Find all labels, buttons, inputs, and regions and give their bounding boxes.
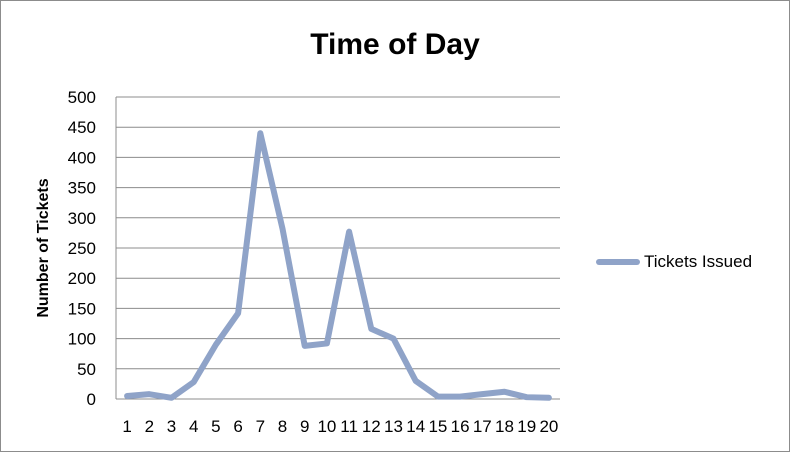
x-tick-label: 16: [451, 417, 470, 436]
y-tick-label: 200: [68, 269, 96, 288]
data-point: [437, 396, 439, 398]
x-tick-label: 2: [145, 417, 154, 436]
data-point: [193, 381, 195, 383]
data-point: [304, 345, 306, 347]
y-tick-label: 150: [68, 299, 96, 318]
data-point: [504, 391, 505, 393]
x-tick-label: 11: [340, 417, 358, 436]
data-point: [370, 328, 372, 330]
y-tick-label: 50: [77, 360, 96, 379]
x-tick-label: 5: [211, 417, 220, 436]
x-tick-label: 18: [495, 417, 514, 436]
legend: Tickets Issued: [596, 252, 752, 272]
data-point: [481, 393, 483, 395]
x-tick-label: 9: [300, 417, 309, 436]
y-tick-label: 0: [87, 390, 96, 409]
x-tick-label: 1: [122, 417, 131, 436]
y-tick-label: 350: [68, 179, 96, 198]
data-point: [348, 231, 350, 233]
chart-title: Time of Day: [310, 28, 480, 61]
data-point: [215, 344, 217, 346]
x-tick-label: 10: [317, 417, 336, 436]
data-point: [393, 338, 394, 340]
x-tick-label: 20: [539, 417, 558, 436]
y-tick-label: 100: [68, 330, 96, 349]
x-tick-label: 3: [167, 417, 176, 436]
data-point: [459, 396, 461, 398]
y-tick-label: 300: [68, 209, 96, 228]
data-point: [237, 312, 239, 314]
x-tick-label: 13: [384, 417, 403, 436]
x-tick-label: 15: [428, 417, 447, 436]
legend-label: Tickets Issued: [644, 252, 753, 271]
data-point: [548, 397, 550, 399]
series-line-tickets-issued: [124, 130, 552, 401]
x-tick-label: 8: [278, 417, 287, 436]
y-tick-label: 450: [68, 118, 96, 137]
x-tick-label: 14: [406, 417, 425, 436]
x-tick-label: 4: [189, 417, 198, 436]
x-tick-label: 6: [233, 417, 242, 436]
y-tick-label: 250: [68, 239, 96, 258]
data-point: [326, 342, 328, 344]
x-tick-label: 7: [256, 417, 265, 436]
data-point: [126, 395, 128, 397]
y-tick-label: 500: [68, 88, 96, 107]
x-tick-label: 17: [473, 417, 492, 436]
data-point: [259, 132, 261, 134]
data-point: [415, 380, 417, 382]
legend-swatch: [596, 259, 640, 265]
x-tick-label: 12: [362, 417, 381, 436]
data-point: [148, 393, 150, 395]
data-point: [171, 397, 172, 399]
x-tick-label: 19: [517, 417, 536, 436]
y-tick-label: 400: [68, 148, 96, 167]
data-point: [282, 228, 283, 230]
data-point: [526, 396, 528, 398]
